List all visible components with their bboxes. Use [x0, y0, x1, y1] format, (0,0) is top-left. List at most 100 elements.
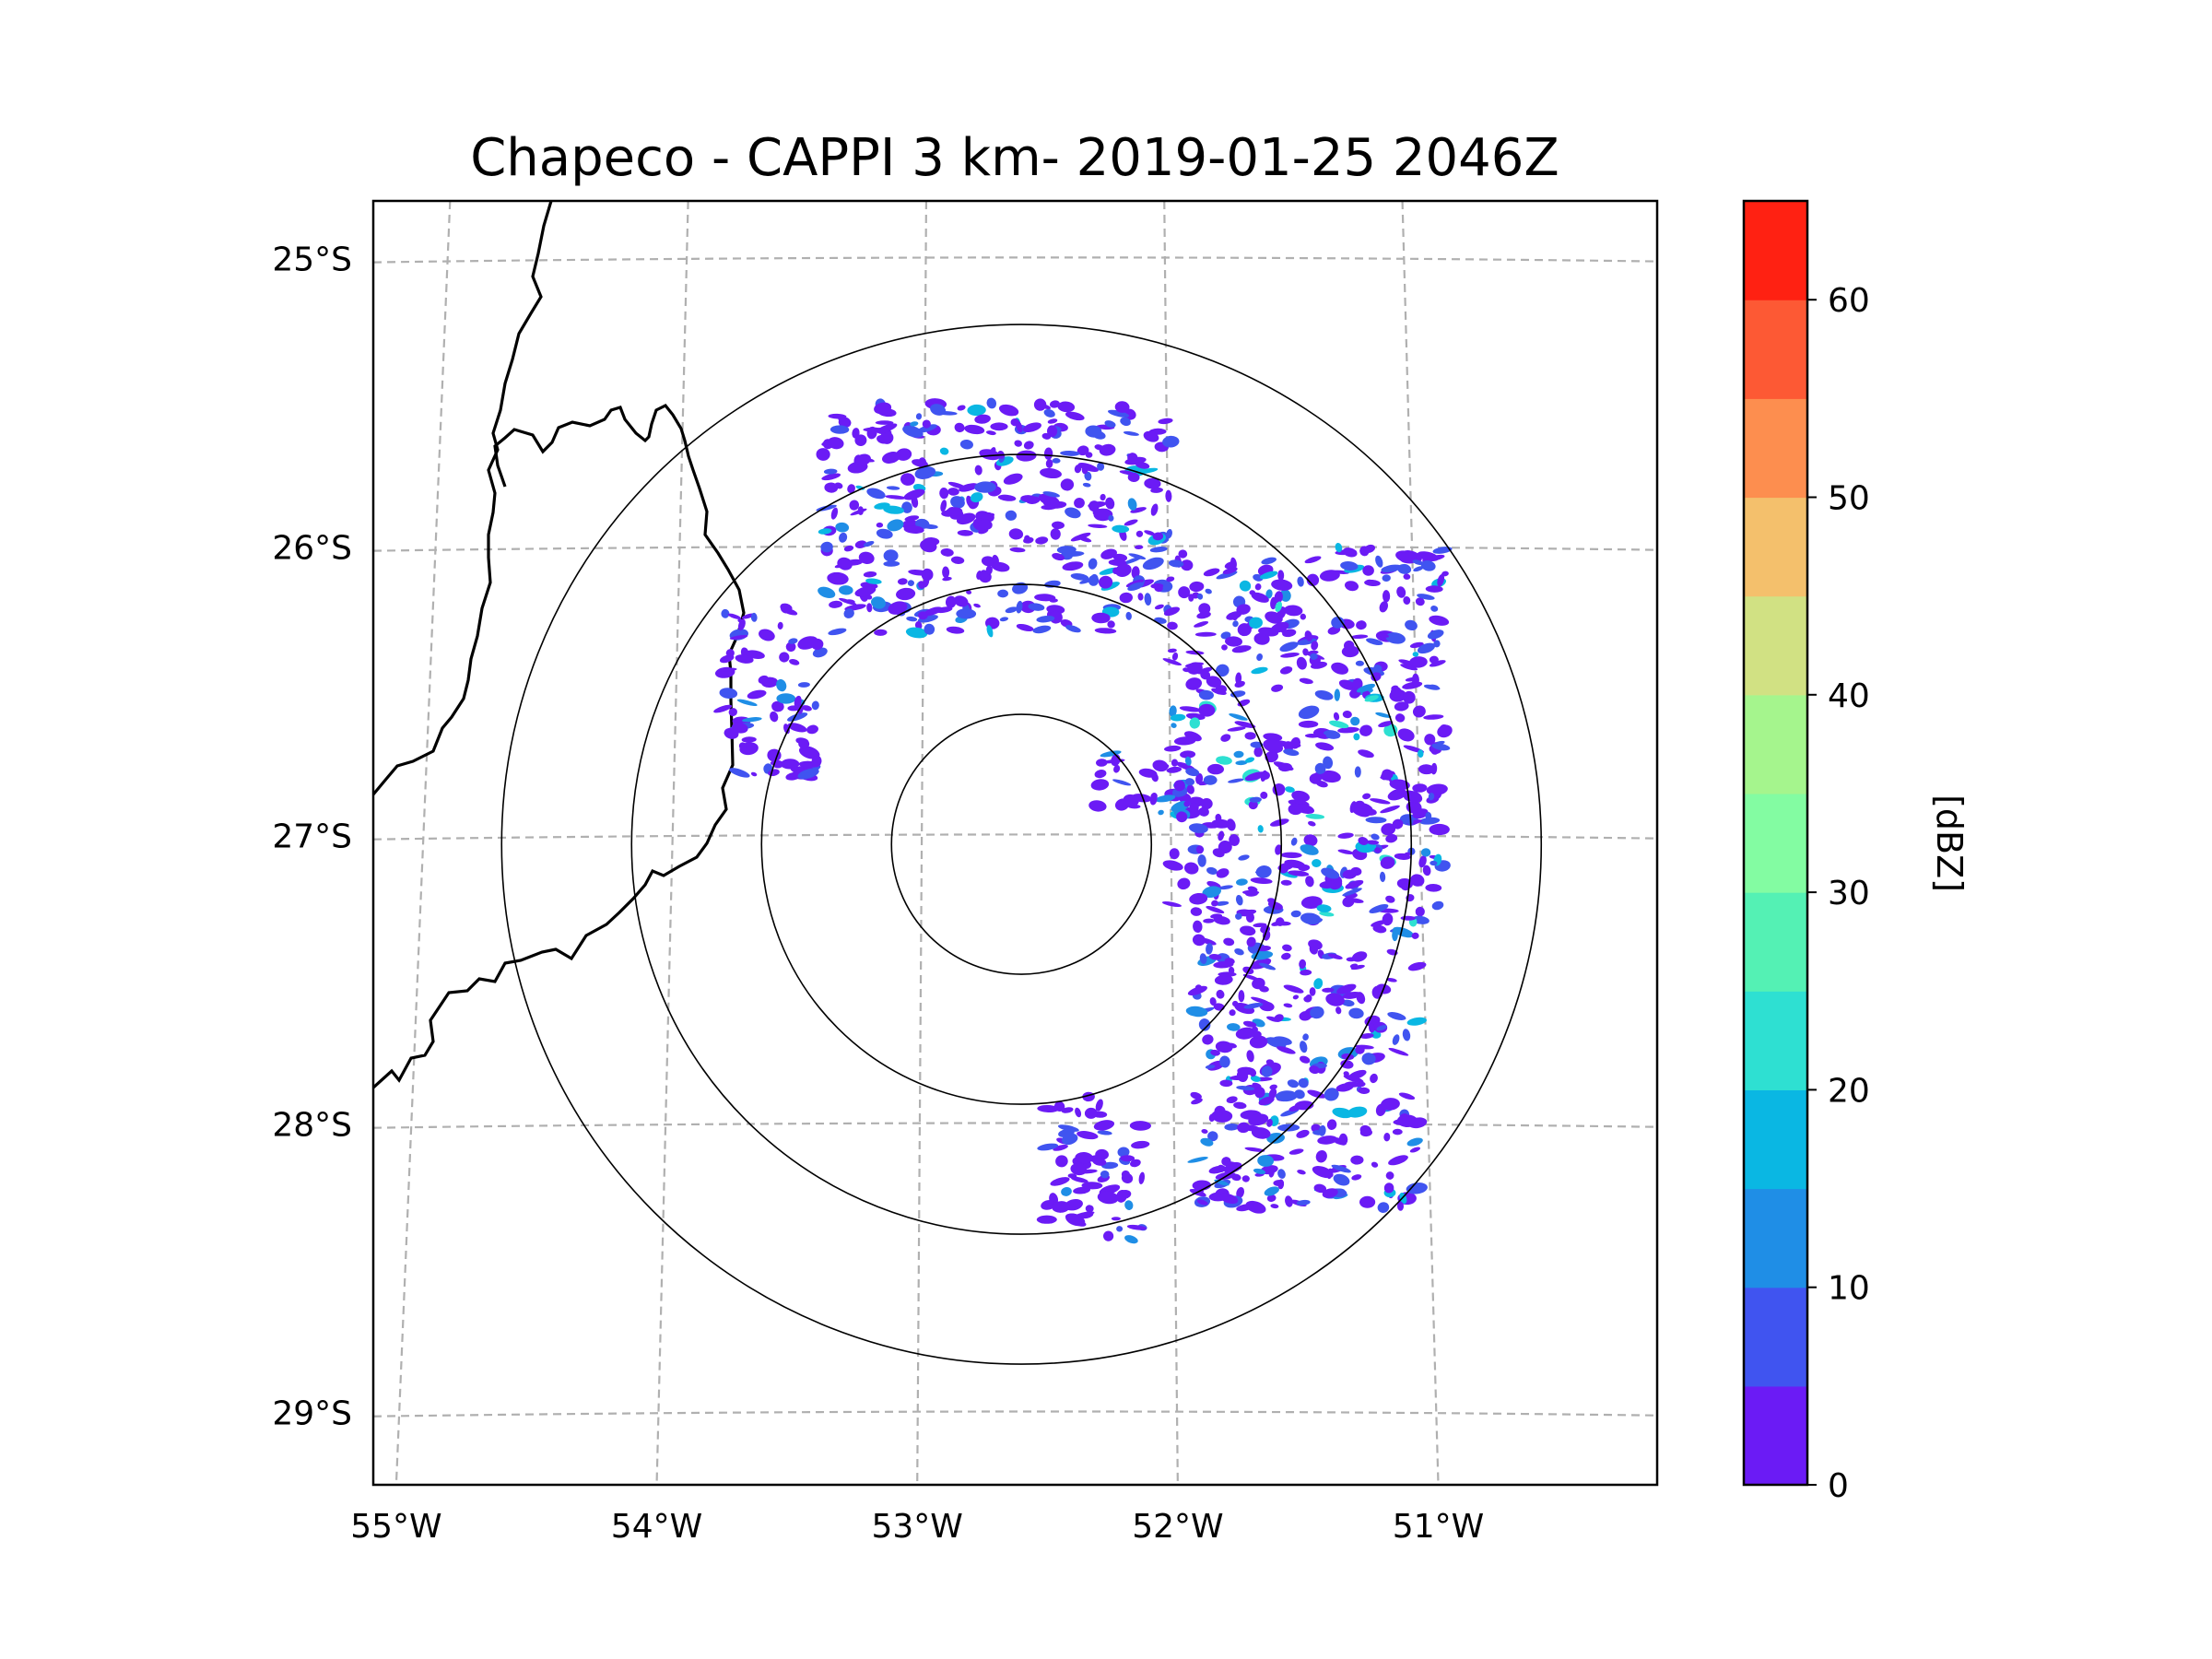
radar-echo: [1207, 763, 1224, 775]
radar-echo: [797, 682, 810, 688]
radar-echo: [1197, 854, 1206, 867]
radar-echo: [1312, 1166, 1334, 1179]
radar-echo: [1368, 1023, 1375, 1033]
radar-echo: [1090, 779, 1110, 791]
radar-echo: [906, 616, 918, 622]
radar-echo: [1221, 644, 1228, 651]
radar-echo: [1316, 904, 1332, 912]
radar-echo: [1256, 653, 1263, 662]
radar-echo: [1379, 601, 1389, 613]
radar-echo: [1332, 1107, 1353, 1119]
radar-echo: [1125, 611, 1132, 620]
radar-echo: [1309, 987, 1316, 996]
radar-echo: [1259, 1001, 1275, 1012]
radar-echo: [1198, 603, 1211, 615]
radar-echo: [1169, 705, 1177, 717]
radar-echo: [1180, 750, 1196, 759]
radar-echo: [1418, 749, 1424, 758]
radar-echo: [1042, 491, 1060, 498]
radar-echo: [897, 578, 908, 585]
radar-echo: [1265, 1037, 1287, 1049]
radar-echo: [1203, 918, 1215, 924]
radar-echo: [1135, 545, 1144, 550]
radar-echo: [1429, 660, 1446, 667]
radar-echo: [835, 522, 850, 533]
radar-echo: [1418, 817, 1441, 825]
radar-echo: [942, 566, 950, 579]
radar-echo: [1342, 547, 1358, 558]
radar-echo: [1298, 1077, 1309, 1088]
radar-echo: [1236, 1204, 1254, 1212]
radar-echo: [1244, 1147, 1265, 1152]
map-background: [373, 201, 1657, 1485]
radar-echo: [910, 421, 919, 427]
radar-echo: [1277, 762, 1292, 772]
radar-echo: [721, 608, 730, 618]
radar-echo: [1211, 688, 1227, 696]
radar-echo: [1236, 1187, 1245, 1199]
radar-echo: [1265, 750, 1278, 763]
radar-echo: [1381, 1098, 1400, 1111]
radar-echo: [1277, 1169, 1286, 1179]
radar-echo: [1126, 1224, 1147, 1230]
radar-echo: [1397, 728, 1415, 742]
radar-echo: [1093, 1120, 1115, 1131]
radar-echo: [922, 419, 931, 429]
radar-echo: [1094, 769, 1107, 779]
radar-echo: [1292, 994, 1300, 1000]
radar-echo: [1261, 1065, 1273, 1077]
radar-echo: [1254, 867, 1270, 874]
radar-echo: [1023, 441, 1034, 450]
radar-echo: [1187, 1157, 1208, 1163]
radar-echo: [1117, 1147, 1130, 1158]
radar-echo: [903, 488, 925, 500]
radar-echo: [1207, 1131, 1218, 1142]
colorbar-tick-label: 30: [1828, 875, 1870, 912]
radar-echo: [1336, 983, 1357, 994]
radar-echo: [1113, 765, 1121, 773]
radar-echo: [1079, 578, 1093, 584]
radar-echo: [866, 488, 886, 500]
radar-echo: [863, 427, 881, 432]
radar-echo: [1100, 750, 1122, 758]
lon-gridline: [1401, 201, 1440, 1485]
radar-echo: [1253, 1168, 1266, 1174]
radar-echo: [1165, 489, 1172, 502]
radar-echo: [863, 540, 875, 547]
radar-echo: [1170, 713, 1186, 722]
radar-echo: [1430, 606, 1439, 612]
radar-echo: [915, 413, 923, 420]
radar-echo: [1365, 817, 1387, 824]
radar-echo: [1248, 1113, 1269, 1126]
radar-echo: [950, 556, 965, 564]
radar-echo: [1356, 683, 1376, 693]
radar-echo: [1032, 625, 1052, 634]
radar-echo: [1263, 739, 1284, 753]
radar-echo: [1100, 548, 1117, 559]
radar-echo: [1394, 713, 1406, 723]
radar-echo: [843, 545, 854, 552]
radar-echo: [1391, 685, 1399, 691]
radar-echo: [1324, 1088, 1339, 1101]
radar-echo: [1342, 710, 1352, 719]
radar-echo: [1422, 865, 1431, 877]
colorbar-segment: [1744, 595, 1807, 696]
radar-echo: [1270, 1204, 1279, 1209]
radar-echo: [1411, 932, 1419, 939]
radar-echo: [1383, 1133, 1391, 1142]
radar-echo: [806, 724, 818, 735]
radar-echo: [1144, 593, 1152, 606]
radar-echo: [1335, 1083, 1354, 1092]
radar-echo: [1420, 848, 1431, 857]
radar-echo: [1158, 418, 1173, 425]
radar-echo: [1166, 528, 1172, 539]
radar-echo: [1009, 547, 1026, 553]
radar-echo: [1200, 1137, 1214, 1147]
radar-echo: [1369, 904, 1389, 913]
radar-echo: [1437, 573, 1445, 587]
radar-echo: [1244, 757, 1255, 763]
radar-echo: [939, 447, 949, 455]
radar-echo: [1406, 791, 1423, 804]
state-borders: [373, 201, 746, 1089]
radar-echo: [1057, 1124, 1079, 1132]
